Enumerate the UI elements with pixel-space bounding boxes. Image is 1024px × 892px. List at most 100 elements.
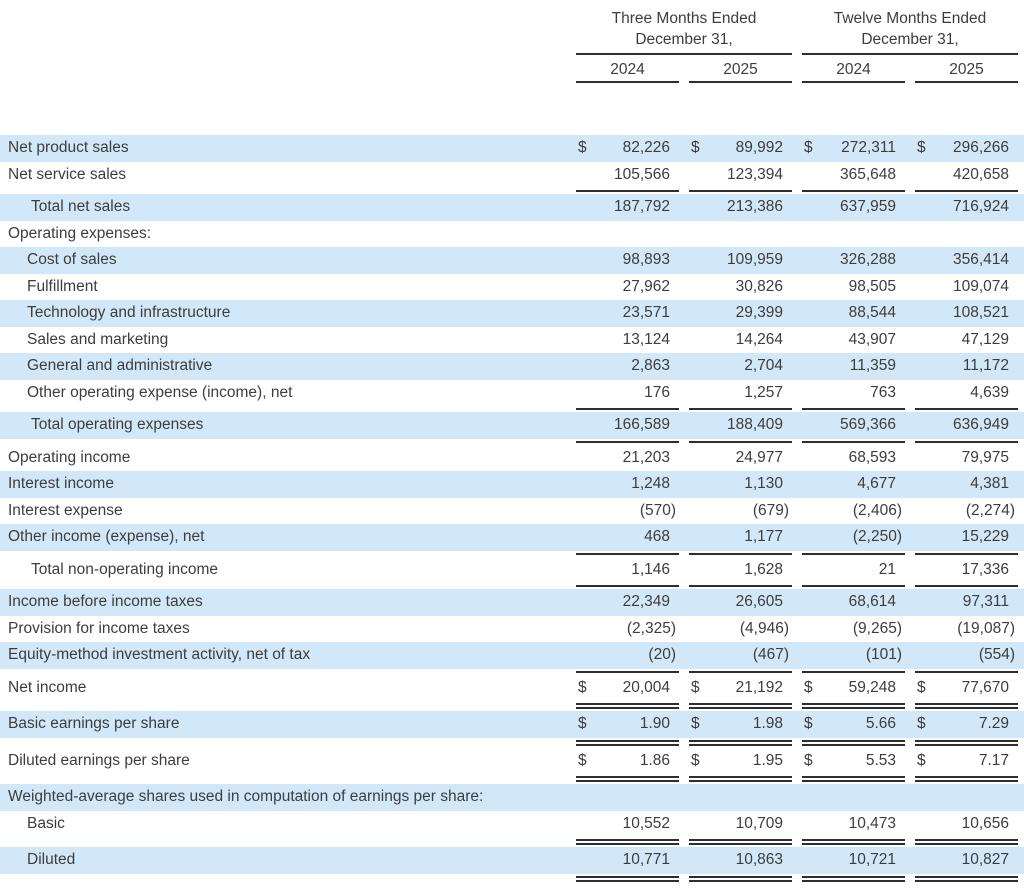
value: 420,658 [952, 165, 1009, 183]
dollar-sign: $ [804, 139, 813, 156]
double-rule-line [802, 875, 905, 882]
value: 59,248 [848, 678, 896, 696]
value-cell: $77,670 [915, 675, 1018, 702]
single-rule-line [689, 440, 792, 443]
table-row: Operating expenses: [0, 221, 1024, 248]
value: 716,924 [952, 198, 1009, 215]
single-rule-line [802, 585, 905, 587]
single-rule-line [915, 440, 1018, 443]
value-cell: 716,924 [915, 194, 1018, 221]
value: 7.29 [978, 715, 1009, 732]
value: 79,975 [961, 448, 1009, 466]
value-cell: (467) [689, 642, 792, 669]
value-cell: 365,648 [802, 162, 905, 189]
row-label: Total non-operating income [31, 560, 218, 578]
value-cell: 213,386 [689, 194, 792, 221]
double-rule-line [915, 739, 1018, 746]
rule-row [0, 439, 1024, 445]
dollar-sign: $ [917, 678, 926, 696]
value: 109,959 [726, 251, 783, 268]
value-cell: $296,266 [915, 135, 1018, 162]
double-rule-line [689, 703, 792, 709]
value: 7.17 [978, 751, 1009, 769]
value-cell: $7.29 [915, 711, 1018, 738]
value: 88,544 [848, 304, 896, 321]
rule-row [0, 406, 1024, 412]
row-label: Weighted-average shares used in computat… [8, 788, 484, 805]
period-group-header-q: Three Months Ended December 31, [576, 6, 792, 55]
value: 13,124 [622, 330, 670, 348]
value-cell: 326,288 [802, 247, 905, 274]
value: (2,406) [852, 501, 902, 519]
value-cell: 13,124 [576, 327, 679, 354]
value-cell: $5.66 [802, 711, 905, 738]
rule-row [0, 837, 1024, 847]
single-rule-line [689, 190, 792, 192]
double-rule-line [802, 739, 905, 746]
value-cell: (2,406) [802, 498, 905, 525]
row-label: Net product sales [8, 139, 129, 156]
value-cell: 68,593 [802, 445, 905, 472]
double-rule-line [689, 776, 792, 782]
single-rule-line [915, 552, 1018, 555]
row-label: Operating income [8, 448, 131, 466]
value-cell: 637,959 [802, 194, 905, 221]
single-rule-line [915, 408, 1018, 410]
table-row: Other income (expense), net 468 1,177 (2,25… [0, 524, 1024, 551]
value: 26,605 [735, 593, 783, 610]
value-cell [689, 221, 792, 248]
value: 296,266 [952, 139, 1009, 156]
single-rule-line [576, 670, 679, 673]
rule-row [0, 551, 1024, 557]
value-cell: 23,571 [576, 300, 679, 327]
dollar-sign: $ [578, 751, 587, 769]
row-label: Net service sales [8, 165, 127, 183]
row-label: Interest income [8, 475, 114, 492]
value: (19,087) [957, 619, 1015, 637]
table-row: Technology and infrastructure 23,571 29,39… [0, 300, 1024, 327]
table-row: Interest expense (570) (679) (2,406) (2,274) [0, 498, 1024, 525]
single-rule-line [689, 670, 792, 673]
value-cell [576, 221, 679, 248]
value: 1,177 [744, 528, 783, 545]
value: 1,628 [744, 560, 783, 578]
rule-row [0, 583, 1024, 589]
value: 108,521 [952, 304, 1009, 321]
table-row: Provision for income taxes (2,325) (4,946)… [0, 616, 1024, 643]
period-line2: December 31, [635, 31, 733, 48]
value-cell: 1,248 [576, 471, 679, 498]
value-cell: 188,409 [689, 412, 792, 439]
row-label: Operating expenses: [8, 224, 152, 242]
dollar-sign: $ [917, 751, 926, 769]
table-row: Income before income taxes 22,349 26,605 68… [0, 589, 1024, 616]
value: (2,274) [965, 501, 1015, 519]
table-row: Total net sales 187,792 213,386 637,959 716,… [0, 194, 1024, 221]
value: 213,386 [726, 198, 783, 215]
value-cell: 123,394 [689, 162, 792, 189]
row-label: Cost of sales [27, 251, 117, 268]
dollar-sign: $ [917, 139, 926, 156]
single-rule-line [915, 585, 1018, 587]
table-header-periods: Three Months Ended December 31, Twelve M… [0, 6, 1024, 55]
value-cell: 1,146 [576, 557, 679, 584]
period-line1: Three Months Ended [611, 10, 757, 27]
value: (679) [752, 501, 789, 519]
double-rule-line [576, 839, 679, 845]
value: 105,566 [613, 165, 670, 183]
value-cell: 166,589 [576, 412, 679, 439]
value: 10,771 [622, 851, 670, 868]
value-cell: 11,172 [915, 353, 1018, 380]
value-cell: 187,792 [576, 194, 679, 221]
single-rule-line [802, 190, 905, 192]
value: 1,257 [744, 383, 783, 401]
dollar-sign: $ [917, 715, 926, 732]
value-cell: 4,639 [915, 380, 1018, 407]
rule-row [0, 874, 1024, 884]
dollar-sign: $ [578, 139, 587, 156]
double-rule-line [915, 839, 1018, 845]
value: (2,325) [626, 619, 676, 637]
table-row: Interest income 1,248 1,130 4,677 4,381 [0, 471, 1024, 498]
header-label-spacer [0, 6, 566, 55]
year-column-header: 2025 [689, 55, 792, 83]
value-cell: 569,366 [802, 412, 905, 439]
